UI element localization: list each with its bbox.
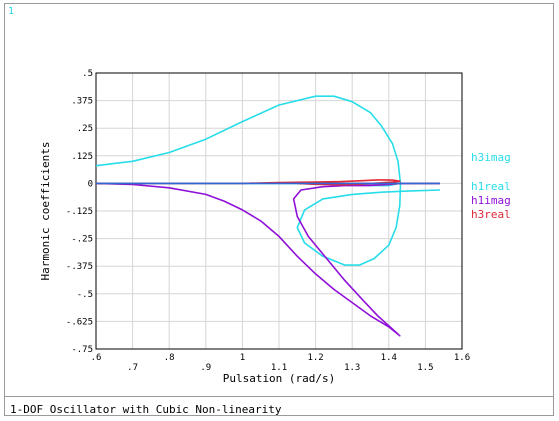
y-tick-label: .375 [71, 97, 93, 107]
series-line-h1imag [95, 182, 440, 337]
y-tick-label: -.125 [66, 207, 93, 217]
y-axis-label: Harmonic coefficients [39, 141, 52, 280]
series-line-h3imag [95, 95, 441, 266]
x-tick-label: .8 [164, 353, 175, 363]
legend-entry-h3real: h3real [471, 208, 511, 221]
x-axis-label: Pulsation (rad/s) [223, 372, 336, 385]
x-tick-label: 1.6 [454, 353, 470, 363]
footer-divider [4, 396, 554, 397]
y-tick-label: 0 [88, 179, 93, 189]
legend-entry-h1real: h1real [471, 180, 511, 193]
x-tick-label: 1.4 [381, 353, 397, 363]
window-number: 1 [8, 6, 15, 17]
y-tick-label: -.375 [66, 262, 93, 272]
x-tick-label: 1.3 [344, 363, 360, 373]
y-tick-label: .5 [82, 69, 93, 79]
x-tick-label: 1 [240, 353, 245, 363]
legend-entry-h3imag: h3imag [471, 151, 511, 164]
y-tick-label: -.25 [71, 235, 93, 245]
plot-title: 1-DOF Oscillator with Cubic Non-linearit… [10, 403, 282, 416]
x-tick-label: 1.5 [417, 363, 433, 373]
axes-frame [95, 72, 463, 350]
graphics-window [4, 3, 554, 416]
y-tick-label: -.5 [77, 290, 93, 300]
legend-entry-h1imag: h1imag [471, 194, 511, 207]
y-tick-label: .125 [71, 152, 93, 162]
y-tick-label: -.75 [71, 345, 93, 355]
x-tick-label: 1.1 [271, 363, 287, 373]
y-tick-label: -.625 [66, 317, 93, 327]
tick-labels: .6 .7 .8 .9 1 1.1 1.2 1.3 1.4 1.5 1.6 .5 .375 .25 .125… [66, 69, 470, 373]
x-tick-label: .7 [127, 363, 138, 373]
y-tick-label: .25 [77, 124, 93, 134]
x-tick-label: 1.2 [307, 353, 323, 363]
x-tick-label: .9 [200, 363, 211, 373]
series-layer [95, 95, 441, 337]
x-tick-label: .6 [91, 353, 102, 363]
grid [95, 72, 463, 350]
